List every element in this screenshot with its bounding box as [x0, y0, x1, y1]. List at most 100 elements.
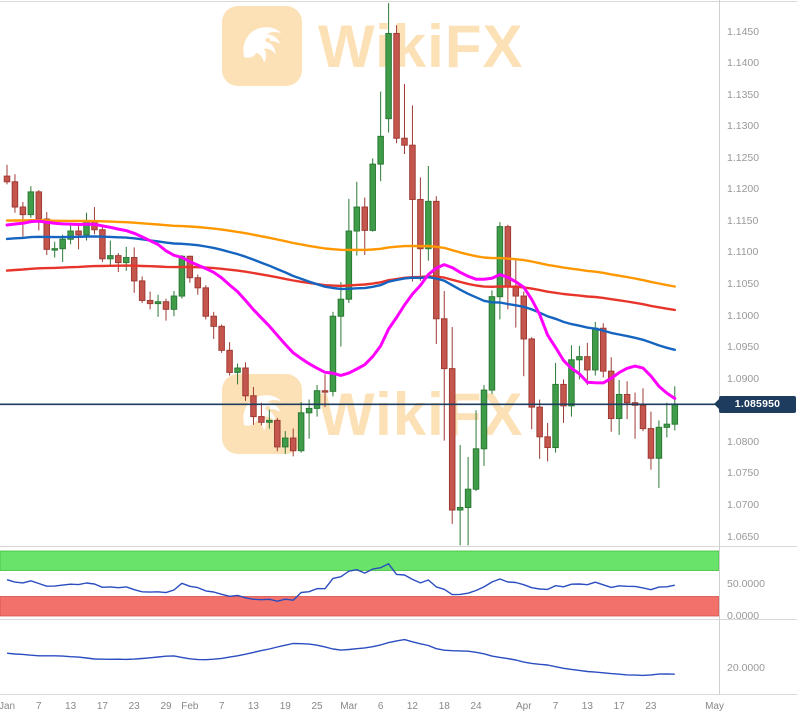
candle-body	[464, 488, 472, 508]
time-axis-label: 7	[36, 701, 42, 712]
time-axis-label: 6	[377, 701, 384, 712]
candle-body	[115, 255, 122, 264]
candle-body	[456, 506, 464, 511]
candle-body	[671, 403, 679, 425]
time-axis-label: 23	[128, 701, 140, 712]
candle-body	[266, 419, 273, 423]
candle-body	[520, 295, 527, 340]
candle-body	[210, 315, 217, 327]
panel-separator	[0, 619, 797, 620]
price-axis-label: 1.1400	[727, 57, 760, 70]
adx-panel-canvas[interactable]	[0, 621, 719, 694]
adx-svg	[6, 638, 675, 677]
price-axis-label: 1.0900	[727, 372, 760, 385]
price-axis-label: 1.1050	[727, 278, 760, 291]
candle-body	[393, 32, 400, 139]
candle-body	[242, 367, 249, 397]
price-axis-label: 1.1300	[727, 120, 760, 133]
adx-line	[6, 638, 675, 677]
candle-body	[441, 318, 448, 370]
candle-body	[123, 257, 130, 264]
candle-body	[607, 370, 615, 419]
candle-body	[345, 230, 353, 300]
candle-body	[67, 230, 74, 240]
candle-body	[647, 428, 655, 459]
candle-body	[655, 426, 663, 459]
candle-body	[289, 437, 297, 452]
time-axis-label: 17	[613, 701, 625, 712]
candle-body	[3, 175, 11, 183]
candle-body	[11, 181, 19, 208]
candle-body	[536, 406, 543, 438]
candle-body	[401, 137, 408, 146]
candle-body	[480, 389, 488, 450]
time-axis-label: 23	[645, 701, 657, 712]
rsi-panel-canvas[interactable]	[0, 548, 719, 619]
candle-body	[162, 301, 170, 310]
candle-body	[202, 287, 209, 317]
panel-separator	[0, 694, 797, 695]
rsi-line	[6, 563, 675, 602]
time-axis-label: 25	[311, 701, 323, 712]
candle-body	[353, 206, 361, 232]
candle-body	[258, 416, 265, 423]
candle-body	[59, 238, 66, 250]
candle-body	[75, 230, 82, 236]
time-axis-label: Feb	[181, 701, 199, 712]
time-axis-label: 13	[247, 701, 259, 712]
candle-body	[51, 248, 58, 251]
price-axis[interactable]: 1.1450 1.1400 1.1350 1.1300 1.1250 1.1200 1.11…	[720, 0, 797, 695]
candle-body	[154, 301, 162, 305]
candle-body	[282, 437, 289, 448]
candle-body	[130, 257, 138, 282]
price-axis-label: 1.1200	[727, 183, 760, 196]
candle-body	[43, 218, 50, 250]
candle-body	[337, 298, 345, 317]
candle-body	[313, 390, 321, 409]
time-axis-label: May	[705, 701, 724, 712]
candle-body	[170, 295, 178, 310]
candles-layer	[3, 3, 679, 546]
panel-separator	[0, 1, 797, 2]
panel-separator	[0, 546, 797, 547]
candle-body	[528, 338, 535, 408]
candle-body	[544, 436, 551, 449]
candle-body	[218, 325, 225, 351]
ma-blue-line	[5, 235, 676, 351]
candle-body	[27, 191, 35, 216]
candle-body	[592, 327, 599, 371]
candle-body	[19, 206, 27, 216]
candle-body	[107, 255, 114, 260]
time-axis[interactable]: Jan 7 13 17 23 29 Feb 7 13 19 25 Mar 6 12 18 24 Apr 7 13 17…	[0, 695, 797, 719]
main-chart-canvas[interactable]	[0, 0, 719, 546]
candle-body	[321, 390, 329, 393]
price-axis-label: 1.1350	[727, 88, 760, 101]
rsi-svg	[0, 550, 719, 617]
time-axis-label: 13	[581, 701, 593, 712]
price-axis-label: 1.0750	[727, 467, 760, 480]
candle-body	[194, 277, 202, 289]
current-price-badge: 1.085950	[714, 395, 796, 413]
moving-averages-layer	[5, 218, 677, 400]
price-axis-label: 1.1150	[727, 214, 759, 227]
rsi-zone	[0, 550, 719, 571]
time-axis-label: Mar	[340, 701, 358, 712]
price-axis-label: 1.0700	[727, 498, 760, 511]
candle-body	[226, 349, 233, 373]
ma-red-line	[5, 264, 676, 312]
price-axis-label: 50.0000	[727, 577, 765, 590]
candle-body	[623, 394, 631, 404]
candle-body	[385, 32, 392, 120]
candle-body	[297, 412, 305, 452]
price-axis-label: 20.0000	[727, 662, 765, 675]
candle-body	[615, 394, 623, 419]
candle-body	[178, 255, 186, 297]
time-axis-label: 17	[96, 701, 108, 712]
candle-body	[99, 229, 106, 260]
time-axis-label: 29	[160, 701, 172, 712]
time-axis-label: 13	[65, 701, 77, 712]
candle-body	[138, 280, 146, 301]
candle-body	[663, 423, 671, 428]
candle-body	[584, 356, 591, 371]
